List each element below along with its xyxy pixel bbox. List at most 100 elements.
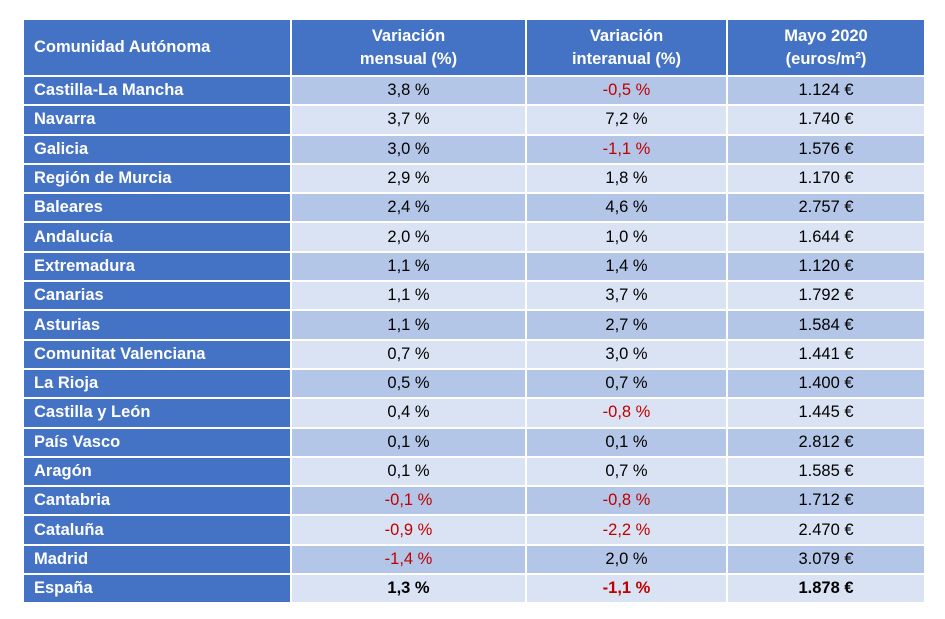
- header-price-line1: Mayo 2020: [784, 26, 868, 45]
- monthly-cell: 1,1 %: [292, 311, 525, 339]
- region-cell: Baleares: [24, 194, 290, 222]
- price-cell: 1.878 €: [728, 575, 924, 603]
- monthly-cell: 1,1 %: [292, 252, 525, 281]
- region-cell: Región de Murcia: [24, 164, 290, 193]
- monthly-cell: -0,1 %: [292, 487, 525, 515]
- table-row: España 1,3 % -1,1 % 1.878 €: [24, 575, 924, 603]
- price-cell: 1.712 €: [728, 487, 924, 515]
- price-cell: 1.644 €: [728, 223, 924, 251]
- table-row: Región de Murcia 2,9 % 1,8 % 1.170 €: [24, 164, 924, 193]
- table-row: Cataluña -0,9 % -2,2 % 2.470 €: [24, 516, 924, 544]
- header-annual-line2: interanual (%): [571, 49, 682, 68]
- region-cell: Asturias: [24, 311, 290, 339]
- header-monthly-line1: Variación: [371, 26, 446, 45]
- region-cell: España: [24, 575, 290, 603]
- region-cell: País Vasco: [24, 428, 290, 456]
- annual-cell: -1,1 %: [527, 575, 726, 603]
- monthly-cell: 3,7 %: [292, 106, 525, 134]
- region-cell: Castilla-La Mancha: [24, 77, 290, 105]
- table-row: Madrid -1,4 % 2,0 % 3.079 €: [24, 545, 924, 574]
- price-cell: 1.740 €: [728, 106, 924, 134]
- monthly-cell: 0,7 %: [292, 340, 525, 368]
- table-row: Castilla-La Mancha 3,8 % -0,5 % 1.124 €: [24, 77, 924, 105]
- annual-cell: 1,0 %: [527, 223, 726, 251]
- price-cell: 1.585 €: [728, 457, 924, 486]
- header-row: Comunidad Autónoma Variación mensual (%)…: [24, 20, 924, 75]
- header-annual-line1: Variación: [589, 26, 664, 45]
- region-cell: La Rioja: [24, 369, 290, 398]
- monthly-cell: 0,4 %: [292, 399, 525, 427]
- annual-cell: -0,8 %: [527, 399, 726, 427]
- table-row: Andalucía 2,0 % 1,0 % 1.644 €: [24, 223, 924, 251]
- monthly-cell: 0,1 %: [292, 428, 525, 456]
- table-row: Baleares 2,4 % 4,6 % 2.757 €: [24, 194, 924, 222]
- table-row: Aragón 0,1 % 0,7 % 1.585 €: [24, 457, 924, 486]
- annual-cell: 0,7 %: [527, 457, 726, 486]
- annual-cell: 0,1 %: [527, 428, 726, 456]
- region-cell: Canarias: [24, 282, 290, 310]
- table-row: Extremadura 1,1 % 1,4 % 1.120 €: [24, 252, 924, 281]
- annual-cell: -0,8 %: [527, 487, 726, 515]
- annual-cell: -0,5 %: [527, 77, 726, 105]
- table-row: Cantabria -0,1 % -0,8 % 1.712 €: [24, 487, 924, 515]
- region-cell: Madrid: [24, 545, 290, 574]
- header-annual: Variación interanual (%): [527, 20, 726, 75]
- monthly-cell: 2,4 %: [292, 194, 525, 222]
- region-cell: Castilla y León: [24, 399, 290, 427]
- table-row: Canarias 1,1 % 3,7 % 1.792 €: [24, 282, 924, 310]
- price-table-container: Comunidad Autónoma Variación mensual (%)…: [22, 18, 924, 604]
- region-cell: Navarra: [24, 106, 290, 134]
- table-row: La Rioja 0,5 % 0,7 % 1.400 €: [24, 369, 924, 398]
- header-monthly-line2: mensual (%): [359, 49, 458, 68]
- annual-cell: 2,7 %: [527, 311, 726, 339]
- price-cell: 1.170 €: [728, 164, 924, 193]
- region-cell: Andalucía: [24, 223, 290, 251]
- header-price-line2: (euros/m²): [785, 49, 867, 68]
- annual-cell: 2,0 %: [527, 545, 726, 574]
- price-cell: 3.079 €: [728, 545, 924, 574]
- table-row: Castilla y León 0,4 % -0,8 % 1.445 €: [24, 399, 924, 427]
- price-cell: 1.400 €: [728, 369, 924, 398]
- table-body: Castilla-La Mancha 3,8 % -0,5 % 1.124 € Nava…: [24, 77, 924, 603]
- price-cell: 1.445 €: [728, 399, 924, 427]
- monthly-cell: -1,4 %: [292, 545, 525, 574]
- price-cell: 2.757 €: [728, 194, 924, 222]
- region-cell: Galicia: [24, 135, 290, 163]
- annual-cell: 3,7 %: [527, 282, 726, 310]
- annual-cell: 0,7 %: [527, 369, 726, 398]
- monthly-cell: 1,1 %: [292, 282, 525, 310]
- header-monthly: Variación mensual (%): [292, 20, 525, 75]
- monthly-cell: 0,1 %: [292, 457, 525, 486]
- price-cell: 1.441 €: [728, 340, 924, 368]
- monthly-cell: 1,3 %: [292, 575, 525, 603]
- monthly-cell: 3,8 %: [292, 77, 525, 105]
- price-cell: 2.812 €: [728, 428, 924, 456]
- annual-cell: -2,2 %: [527, 516, 726, 544]
- monthly-cell: 2,9 %: [292, 164, 525, 193]
- region-cell: Comunitat Valenciana: [24, 340, 290, 368]
- annual-cell: 3,0 %: [527, 340, 726, 368]
- annual-cell: 1,8 %: [527, 164, 726, 193]
- table-row: País Vasco 0,1 % 0,1 % 2.812 €: [24, 428, 924, 456]
- annual-cell: 1,4 %: [527, 252, 726, 281]
- price-cell: 1.120 €: [728, 252, 924, 281]
- region-cell: Extremadura: [24, 252, 290, 281]
- price-cell: 2.470 €: [728, 516, 924, 544]
- table-row: Navarra 3,7 % 7,2 % 1.740 €: [24, 106, 924, 134]
- region-cell: Cataluña: [24, 516, 290, 544]
- header-region: Comunidad Autónoma: [24, 20, 290, 75]
- monthly-cell: 3,0 %: [292, 135, 525, 163]
- price-cell: 1.792 €: [728, 282, 924, 310]
- region-cell: Aragón: [24, 457, 290, 486]
- housing-price-table: Comunidad Autónoma Variación mensual (%)…: [22, 18, 926, 604]
- monthly-cell: -0,9 %: [292, 516, 525, 544]
- monthly-cell: 2,0 %: [292, 223, 525, 251]
- price-cell: 1.124 €: [728, 77, 924, 105]
- table-row: Galicia 3,0 % -1,1 % 1.576 €: [24, 135, 924, 163]
- monthly-cell: 0,5 %: [292, 369, 525, 398]
- header-price: Mayo 2020 (euros/m²): [728, 20, 924, 75]
- annual-cell: -1,1 %: [527, 135, 726, 163]
- price-cell: 1.584 €: [728, 311, 924, 339]
- table-row: Asturias 1,1 % 2,7 % 1.584 €: [24, 311, 924, 339]
- annual-cell: 7,2 %: [527, 106, 726, 134]
